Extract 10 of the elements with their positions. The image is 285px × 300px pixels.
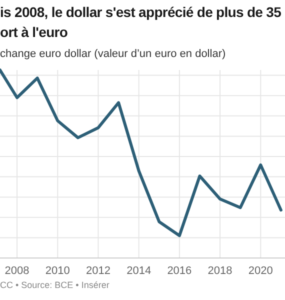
text: CC • Source: BCE • Insérer (0, 280, 110, 290)
x-tick-label: 2014 (126, 264, 152, 277)
x-tick-label: 2020 (248, 264, 273, 277)
x-tick-label: 2018 (208, 264, 232, 277)
chart-subtitle: change euro dollar (valeur d’un euro en dollar) (0, 48, 226, 60)
chart-title: is 2008, le dollar s'est apprécié de plus de 35 ort à l'euro (0, 3, 282, 42)
x-tick-label: 2010 (45, 264, 70, 277)
x-tick-label: 2016 (167, 264, 192, 277)
x-tick-label: 2012 (86, 264, 110, 277)
x-tick-label: 2008 (4, 264, 30, 277)
